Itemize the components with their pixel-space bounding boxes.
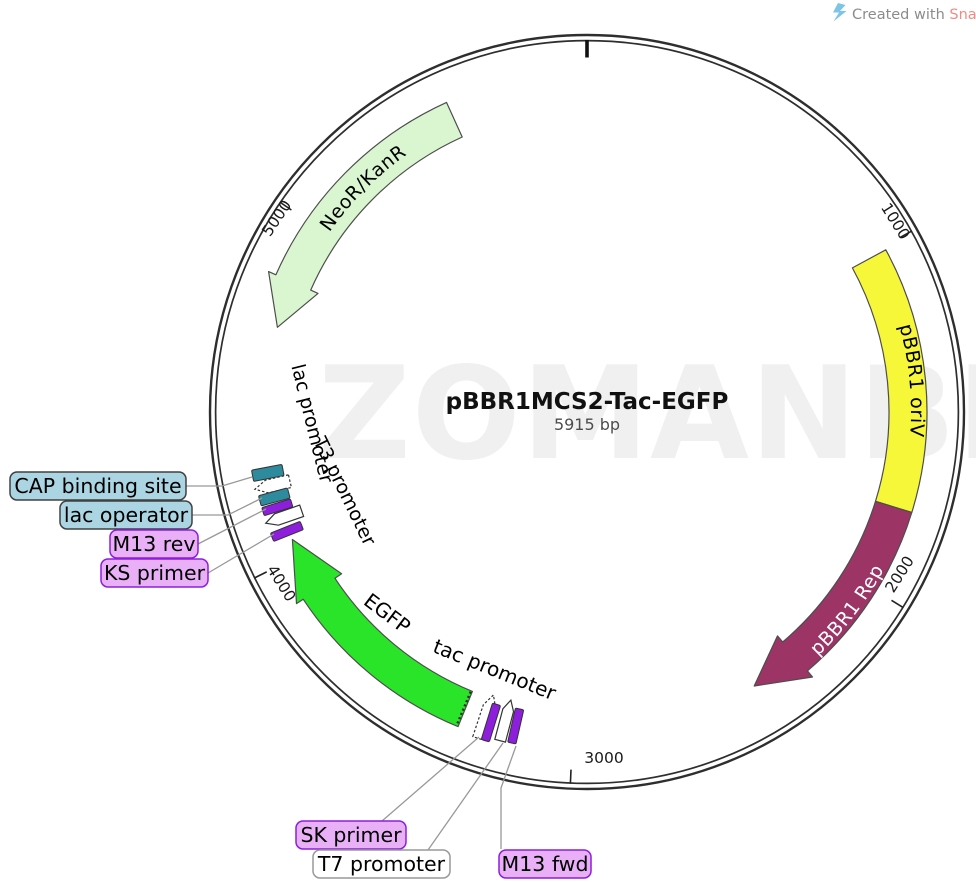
feature-pbbr1-rep bbox=[753, 500, 913, 687]
callout-m13-fwd-label: M13 fwd bbox=[502, 852, 589, 876]
callout-m13-fwd: M13 fwd bbox=[498, 849, 592, 879]
credit-text: Created with SnapGene® bbox=[852, 7, 976, 23]
tick-marks bbox=[253, 201, 913, 784]
leader-line bbox=[192, 497, 263, 516]
callout-m13-rev: M13 rev bbox=[109, 529, 199, 559]
callout-t7-promoter-label: T7 promoter bbox=[317, 852, 446, 876]
egfp-truncation-edge bbox=[455, 691, 472, 726]
tick-label: 1000 bbox=[877, 200, 913, 243]
callout-t7-promoter-box bbox=[312, 849, 451, 879]
callout-lac-operator: lac operator bbox=[59, 500, 193, 530]
leader-line bbox=[381, 736, 480, 822]
credit-brand-snap: Snap bbox=[949, 7, 976, 23]
snapgene-logo-icon bbox=[833, 3, 847, 22]
feature-egfp-arrow bbox=[291, 538, 473, 728]
callout-ks-primer: KS primer bbox=[100, 558, 209, 588]
leader-line bbox=[427, 742, 504, 851]
lac-promoter-glyph bbox=[253, 474, 293, 494]
t3-promoter-glyph bbox=[264, 504, 305, 526]
outer-ring bbox=[208, 33, 966, 791]
tick-mark bbox=[253, 571, 268, 579]
callout-cap-binding-site-label: CAP binding site bbox=[14, 474, 181, 498]
callout-ks-primer-label: KS primer bbox=[104, 561, 206, 585]
m13-rev-glyph bbox=[261, 498, 294, 516]
tac-promoter-glyph bbox=[472, 693, 497, 742]
plasmid-name: pBBR1MCS2-Tac-EGFP bbox=[446, 389, 729, 415]
lac-operator-glyph bbox=[258, 487, 291, 507]
tick-mark bbox=[891, 599, 904, 609]
m13-fwd-glyph bbox=[507, 707, 524, 745]
cap-binding-site-glyph bbox=[251, 464, 285, 482]
watermark: ZOMANBIO bbox=[318, 340, 976, 489]
leader-line bbox=[500, 745, 517, 849]
callout-ks-primer-box bbox=[100, 558, 209, 588]
leader-line bbox=[197, 508, 267, 545]
feature-label-neor-kanr: NeoR/KanR bbox=[316, 141, 410, 236]
snapgene-credit: Created with SnapGene® bbox=[833, 3, 976, 23]
sk-primer-glyph bbox=[481, 702, 501, 743]
callout-sk-primer-box bbox=[295, 820, 407, 850]
plasmid-size: 5915 bp bbox=[554, 415, 620, 434]
callout-cap-binding-site: CAP binding site bbox=[9, 471, 187, 501]
tick-mark bbox=[279, 201, 292, 211]
tick-mark bbox=[569, 769, 572, 784]
callout-boxes: CAP binding site lac operator M13 rev KS pr… bbox=[9, 471, 592, 879]
small-feature-glyphs bbox=[251, 464, 524, 745]
leader-lines bbox=[186, 476, 517, 851]
callout-m13-fwd-box bbox=[498, 849, 592, 879]
callout-t7-promoter: T7 promoter bbox=[312, 849, 451, 879]
tick-label: 3000 bbox=[584, 749, 623, 767]
callout-sk-primer-label: SK primer bbox=[300, 823, 402, 847]
callout-m13-rev-box bbox=[109, 529, 199, 559]
tick-mark bbox=[899, 230, 913, 239]
leader-line bbox=[186, 476, 253, 487]
t7-promoter-glyph bbox=[494, 698, 515, 743]
ks-primer-glyph bbox=[270, 521, 304, 542]
leader-line bbox=[207, 533, 275, 574]
credit-prefix: Created with bbox=[852, 7, 949, 23]
callout-cap-binding-site-box bbox=[9, 471, 187, 501]
feature-arcs bbox=[268, 101, 928, 728]
feature-neor-kanr bbox=[268, 101, 463, 328]
callout-lac-operator-label: lac operator bbox=[64, 503, 189, 527]
callout-sk-primer: SK primer bbox=[295, 820, 407, 850]
svg-text:NeoR/KanR: NeoR/KanR bbox=[316, 141, 411, 236]
callout-m13-rev-label: M13 rev bbox=[112, 532, 195, 556]
plasmid-ring bbox=[208, 33, 966, 791]
callout-lac-operator-box bbox=[59, 500, 193, 530]
